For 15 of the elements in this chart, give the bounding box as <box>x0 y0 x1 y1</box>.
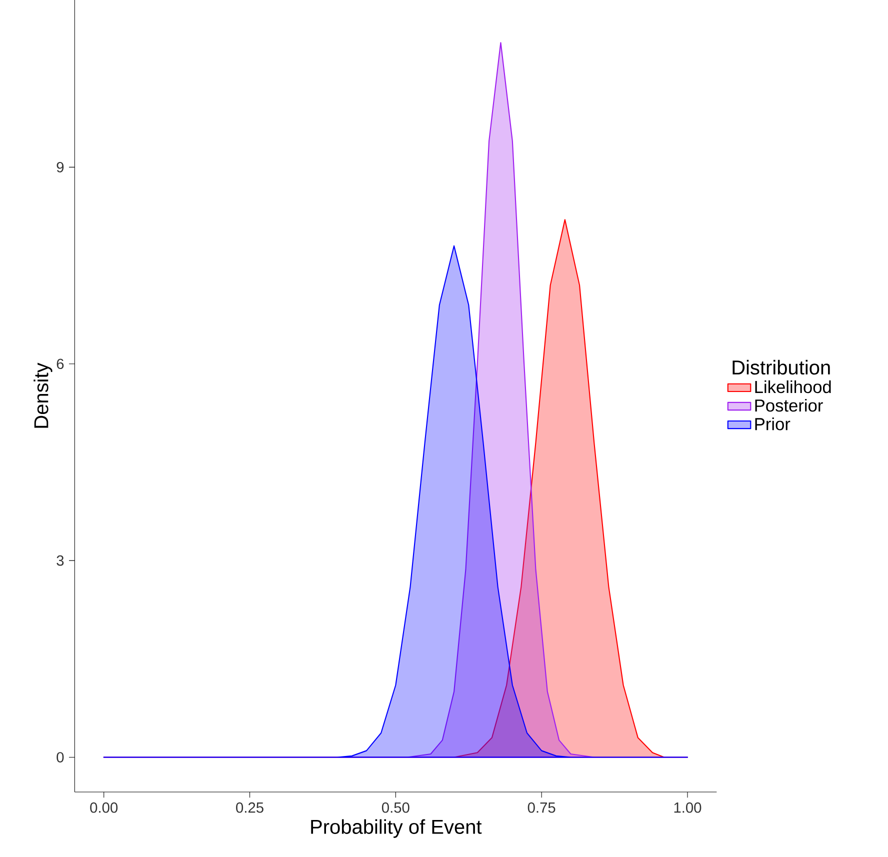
legend-label: Prior <box>755 417 790 430</box>
x-tick-label: 0.00 <box>90 802 118 813</box>
x-tick-label: 1.00 <box>674 802 702 813</box>
legend-label: Likelihood <box>755 380 831 393</box>
legend-title: Distribution <box>732 360 830 374</box>
y-tick-label: 6 <box>56 358 64 369</box>
y-axis-title: Density <box>34 362 52 428</box>
x-tick-label: 0.25 <box>236 802 264 813</box>
x-tick-label: 0.50 <box>382 802 410 813</box>
y-tick-label: 0 <box>56 752 64 762</box>
y-tick-label: 3 <box>56 555 64 566</box>
x-axis-title: Probability of Event <box>311 819 482 838</box>
legend-label: Posterior <box>755 398 823 412</box>
y-tick-label: 9 <box>56 162 64 172</box>
x-tick-label: 0.75 <box>528 802 556 813</box>
